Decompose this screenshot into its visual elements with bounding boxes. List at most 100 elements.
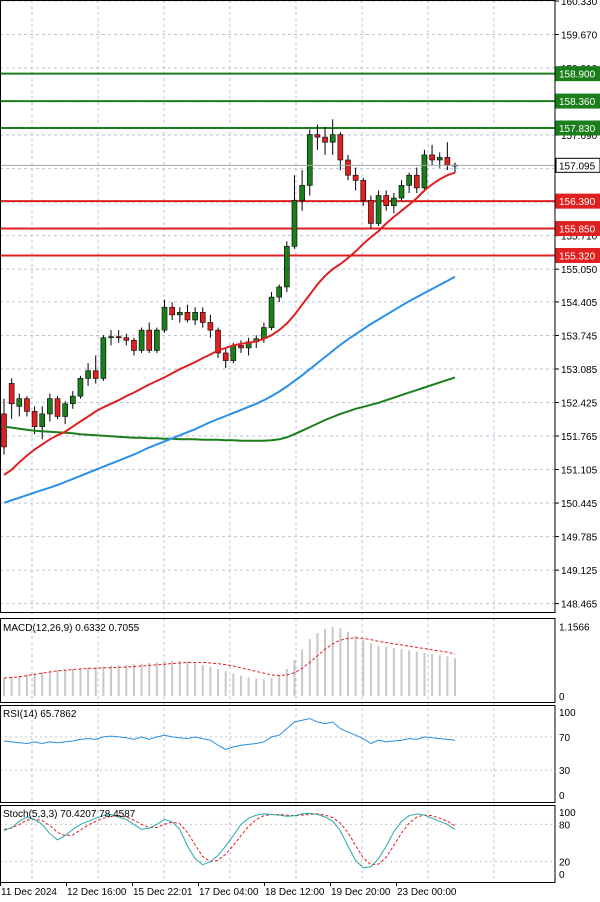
level-tag: 158.360	[555, 93, 600, 109]
candle-body	[92, 370, 99, 379]
price-tick-label: 155.710	[561, 232, 598, 243]
candle	[62, 401, 68, 425]
level-tag: 158.900	[555, 66, 600, 82]
candle	[161, 299, 168, 333]
candle	[375, 190, 382, 227]
level-tag-box	[555, 66, 600, 82]
candle	[199, 307, 206, 328]
candle	[383, 190, 390, 211]
candle	[314, 124, 321, 150]
candle	[238, 340, 244, 353]
candle	[299, 170, 305, 211]
candle-body	[77, 378, 84, 397]
rsi-label: RSI(14) 65.7862	[3, 709, 77, 720]
candle-body	[108, 336, 114, 339]
panel-frame-stoch	[0, 805, 556, 883]
price-tick-label: 155.050	[561, 265, 598, 276]
panel-frames	[0, 0, 556, 883]
candle-body	[352, 174, 359, 181]
level-tag-text: 155.320	[559, 251, 596, 262]
candle-body	[436, 157, 443, 161]
candle-body	[345, 159, 351, 176]
candle-body	[146, 329, 153, 351]
macd-panel: MACD(12,26,9) 0.6332 0.7055	[3, 623, 456, 696]
price-tick-label: 149.785	[561, 533, 598, 544]
candle	[8, 378, 15, 420]
candle-body	[337, 134, 344, 161]
candle	[222, 347, 229, 369]
rsi-tick-label: 0	[559, 791, 565, 802]
candle	[207, 314, 214, 338]
candle	[31, 406, 38, 435]
candle	[291, 175, 298, 249]
candle-body	[314, 134, 321, 138]
candle	[444, 142, 451, 171]
candle	[131, 337, 137, 356]
macd-label: MACD(12,26,9) 0.6332 0.7055	[3, 623, 140, 634]
candle-body	[47, 398, 53, 415]
candle	[322, 126, 328, 155]
candle-body	[131, 339, 137, 351]
candle-body	[299, 185, 305, 201]
candle	[268, 292, 275, 331]
candle	[123, 333, 130, 346]
stoch-tick-label: 0	[559, 870, 565, 881]
candle	[184, 304, 191, 323]
time-tick-label: 18 Dec 12:00	[265, 887, 325, 898]
candle	[16, 393, 23, 417]
stoch-level-markers	[0, 823, 555, 863]
macd-tick-label: 0	[559, 692, 565, 703]
macd-signal-line	[3, 637, 456, 679]
candles	[1, 119, 458, 455]
candle	[77, 375, 84, 399]
rsi-tick-label: 70	[559, 733, 571, 744]
candle	[154, 327, 160, 353]
candle-body	[54, 398, 61, 417]
candle	[360, 177, 367, 206]
panel-frame-rsi	[0, 705, 556, 803]
candle-body	[444, 157, 451, 166]
candle-body	[238, 345, 244, 349]
macd-histogram	[3, 627, 456, 696]
level-tag: 156.390	[555, 193, 600, 209]
candle-body	[24, 398, 30, 412]
level-tag: 157.830	[555, 120, 600, 136]
level-tag-text: 156.390	[559, 197, 596, 208]
candle-body	[215, 329, 221, 354]
current-price-tag: 157.095	[555, 157, 600, 173]
candle	[398, 180, 405, 201]
candle-body	[406, 174, 412, 186]
candle-body	[69, 395, 76, 405]
time-tick-label: 17 Dec 04:00	[199, 887, 259, 898]
candle	[368, 195, 374, 229]
candle	[92, 355, 99, 384]
candle	[421, 149, 428, 191]
current-price-tag-box	[555, 157, 600, 173]
time-axis: 11 Dec 2024 12 Dec 16:00 15 Dec 22:01 17 De…	[0, 882, 457, 898]
level-tag-text: 158.900	[559, 70, 596, 81]
candle	[337, 132, 344, 171]
price-tick-label: 149.125	[561, 566, 598, 577]
candle-body	[169, 306, 175, 316]
candle-body	[322, 136, 328, 143]
level-tag: 155.850	[555, 221, 600, 237]
candle	[177, 307, 183, 323]
candle-body	[123, 337, 130, 341]
candle	[24, 396, 30, 417]
price-tick-label: 154.405	[561, 298, 598, 309]
current-price-tag-text: 157.095	[559, 161, 596, 172]
level-tag-box	[555, 221, 600, 237]
candle-body	[62, 403, 68, 417]
candle	[192, 307, 198, 326]
price-tick-label: 150.445	[561, 499, 598, 510]
candle	[169, 302, 175, 320]
panel-frame-price	[0, 0, 556, 613]
candle-body	[31, 411, 38, 427]
stoch-tick-label: 100	[559, 808, 576, 819]
price-tick-label: 152.425	[561, 398, 598, 409]
ma-fast-line	[3, 171, 456, 476]
time-tick-label: 11 Dec 2024	[1, 887, 57, 898]
candle-body	[230, 345, 237, 361]
candle	[108, 330, 114, 346]
